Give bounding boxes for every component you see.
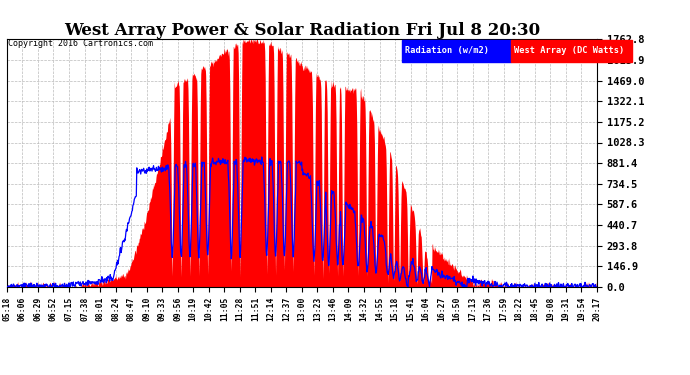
Text: West Array (DC Watts): West Array (DC Watts) <box>514 46 624 55</box>
Text: Radiation (w/m2): Radiation (w/m2) <box>405 46 489 55</box>
Text: Copyright 2016 Cartronics.com: Copyright 2016 Cartronics.com <box>8 39 153 48</box>
Title: West Array Power & Solar Radiation Fri Jul 8 20:30: West Array Power & Solar Radiation Fri J… <box>63 22 540 39</box>
